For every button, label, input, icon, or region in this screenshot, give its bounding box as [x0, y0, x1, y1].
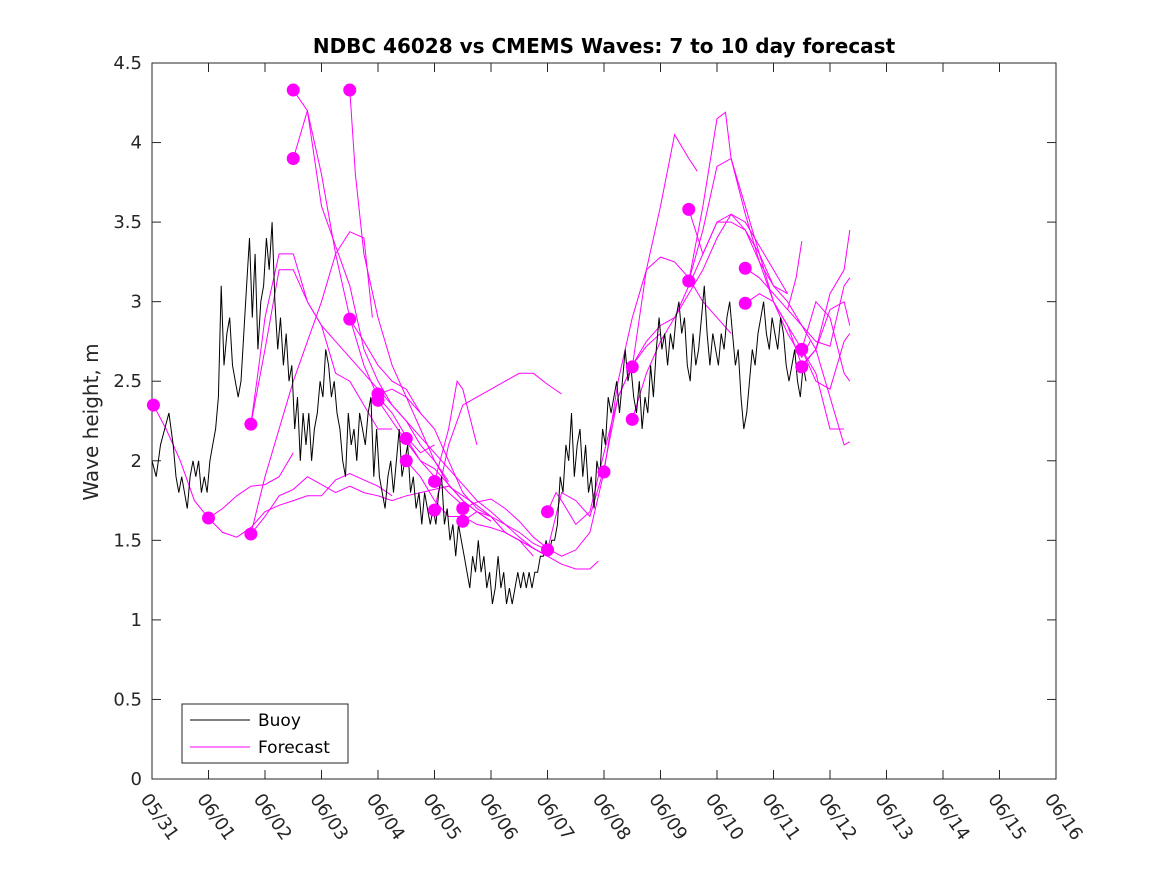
buoy-line — [151, 222, 807, 605]
forecast-marker — [244, 527, 258, 541]
y-tick-label: 3.5 — [113, 212, 142, 233]
y-axis-label: Wave height, m — [79, 343, 103, 500]
forecast-line — [208, 472, 393, 538]
forecast-marker — [399, 432, 413, 446]
forecast-marker — [456, 502, 470, 516]
forecast-marker — [286, 151, 300, 165]
forecast-line — [434, 372, 562, 511]
y-tick-label: 4.5 — [113, 53, 142, 74]
forecast-marker — [371, 393, 385, 407]
legend-label-forecast: Forecast — [258, 738, 330, 758]
forecast-marker — [625, 360, 639, 374]
y-tick-label: 4 — [131, 133, 142, 154]
forecast-marker — [795, 360, 809, 374]
forecast-marker — [343, 312, 357, 326]
forecast-marker — [625, 412, 639, 426]
forecast-line — [292, 89, 450, 482]
forecast-line — [688, 209, 851, 446]
forecast-marker — [795, 342, 809, 356]
forecast-line — [688, 111, 845, 430]
y-tick-label: 0 — [131, 769, 142, 790]
forecast-marker — [738, 296, 752, 310]
forecast-line — [801, 230, 851, 368]
forecast-marker — [146, 398, 160, 412]
forecast-line — [152, 404, 209, 519]
forecast-line — [801, 300, 851, 382]
forecast-line — [631, 133, 698, 367]
forecast-marker — [541, 543, 554, 557]
legend-box — [181, 703, 349, 764]
forecast-marker — [428, 474, 441, 488]
forecast-line — [787, 241, 803, 310]
y-tick-label: 2 — [131, 451, 142, 472]
y-tick-label: 1 — [131, 610, 142, 631]
forecast-marker — [202, 511, 215, 525]
forecast-marker — [428, 503, 441, 517]
y-tick-label: 1.5 — [113, 530, 142, 551]
forecast-line — [462, 471, 605, 557]
y-tick-label: 3 — [131, 292, 142, 313]
forecast-marker — [244, 417, 258, 431]
forecast-line — [208, 452, 294, 519]
chart-title: NDBC 46028 vs CMEMS Waves: 7 to 10 day f… — [313, 34, 896, 58]
forecast-line — [434, 379, 478, 482]
forecast-marker — [541, 505, 554, 519]
forecast-line — [377, 388, 548, 557]
legend-label-buoy: Buoy — [258, 711, 301, 731]
forecast-marker — [343, 83, 357, 97]
forecast-marker — [682, 202, 696, 216]
forecast-marker — [456, 514, 470, 528]
forecast-line — [462, 511, 599, 570]
forecast-marker — [597, 465, 611, 479]
forecast-marker — [682, 274, 696, 288]
forecast-marker — [286, 83, 300, 97]
forecast-marker — [399, 454, 413, 468]
forecast-marker — [738, 261, 752, 275]
y-tick-label: 0.5 — [113, 689, 142, 710]
forecast-line — [250, 231, 373, 535]
forecast-line — [547, 213, 789, 526]
forecast-line — [801, 333, 851, 390]
y-tick-label: 2.5 — [113, 371, 142, 392]
legend: Buoy Forecast — [181, 703, 349, 764]
forecast-line — [349, 318, 421, 414]
forecast-line — [745, 267, 851, 347]
